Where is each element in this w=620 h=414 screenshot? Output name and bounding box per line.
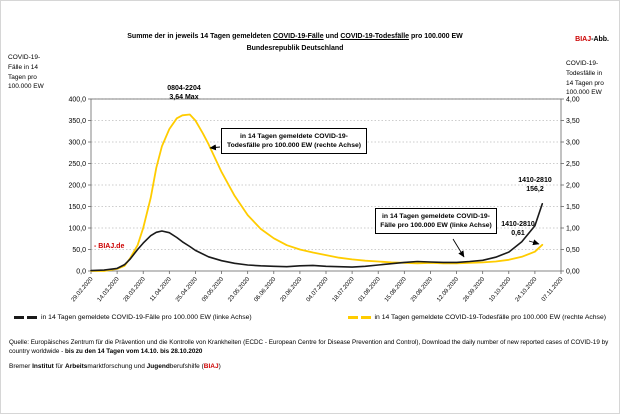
deaths-end-annotation: 1410-2810 0,61 — [501, 221, 535, 238]
x-tick-label: 24.10.2020 — [515, 276, 539, 303]
y-left-tick-label: 0,0 — [76, 268, 86, 275]
cases-series-callout: in 14 Tagen gemeldete COVID-19-Fälle pro… — [375, 208, 497, 235]
y-right-tick-label: 2,00 — [566, 182, 580, 189]
institute-biaj: BIAJ — [203, 363, 219, 370]
x-tick-label: 23.05.2020 — [227, 276, 251, 303]
x-tick-label: 25.04.2020 — [175, 276, 199, 303]
legend-label-deaths: in 14 Tagen gemeldete COVID-19-Todesfäll… — [374, 314, 606, 321]
chart-title-block: Summe der in jeweils 14 Tagen gemeldeten… — [71, 32, 519, 54]
legend-item-deaths: in 14 Tagen gemeldete COVID-19-Todesfäll… — [347, 314, 606, 321]
y-left-tick-label: 300,0 — [68, 139, 86, 146]
y-left-tick-label: 350,0 — [68, 118, 86, 125]
x-tick-label: 06.06.2020 — [253, 276, 277, 303]
x-tick-label: 14.03.2020 — [97, 276, 121, 303]
cases-line-swatch — [14, 316, 37, 319]
y-left-tick-label: 50,0 — [72, 247, 86, 254]
y-right-tick-label: 0,00 — [566, 268, 580, 275]
x-tick-label: 20.06.2020 — [280, 276, 304, 303]
y-right-tick-label: 3,50 — [566, 118, 580, 125]
x-tick-label: 26.09.2020 — [462, 276, 486, 303]
deaths-peak-annotation: 0804-2204 3,64 Max — [167, 85, 201, 102]
annotation-arrow — [452, 238, 465, 258]
cases-end-annotation: 1410-2810 156,2 — [518, 177, 552, 194]
source-text: Quelle: Europäisches Zentrum für die Prä… — [9, 339, 609, 356]
x-tick-label: 07.11.2020 — [541, 276, 565, 303]
x-tick-label: 29.02.2020 — [71, 276, 95, 303]
y-left-tick-label: 250,0 — [68, 161, 86, 168]
y-left-tick-label: 150,0 — [68, 204, 86, 211]
y-axis-left-label: COVID-19- Fälle in 14 Tagen pro 100.000 … — [8, 54, 44, 91]
series-line-deaths — [90, 113, 544, 272]
y-right-tick-label: 0,50 — [566, 247, 580, 254]
legend: in 14 Tagen gemeldete COVID-19-Fälle pro… — [14, 314, 606, 321]
source-period-bold: bis zu den 14 Tagen vom 14.10. bis 28.10… — [65, 348, 203, 356]
y-right-tick-label: 2,50 — [566, 161, 580, 168]
chart-title: Summe der in jeweils 14 Tagen gemeldeten… — [127, 33, 463, 40]
biaj-abb-label: BIAJ-Abb. — [575, 36, 609, 43]
y-right-tick-label: 1,00 — [566, 225, 580, 232]
x-tick-label: 28.03.2020 — [123, 276, 147, 303]
y-left-tick-label: 400,0 — [68, 96, 86, 103]
y-left-tick-label: 100,0 — [68, 225, 86, 232]
deaths-line-swatch — [347, 316, 371, 319]
x-tick-label: 01.08.2020 — [358, 276, 382, 303]
legend-item-cases: in 14 Tagen gemeldete COVID-19-Fälle pro… — [14, 314, 252, 321]
x-tick-label: 15.08.2020 — [384, 276, 408, 303]
y-right-tick-label: 4,00 — [566, 96, 580, 103]
biaj-watermark: - BIAJ.de — [94, 243, 125, 250]
x-tick-label: 10.10.2020 — [488, 276, 512, 303]
x-tick-label: 18.07.2020 — [332, 276, 356, 303]
annotation-arrow — [209, 144, 221, 151]
x-tick-label: 11.04.2020 — [149, 276, 173, 303]
y-left-tick-label: 200,0 — [68, 182, 86, 189]
y-right-tick-label: 1,50 — [566, 204, 580, 211]
biaj-brand: BIAJ — [575, 36, 592, 43]
series-line-cases — [90, 203, 544, 272]
y-right-tick-label: 3,00 — [566, 139, 580, 146]
y-axis-right-label: COVID-19- Todesfälle in 14 Tagen pro 100… — [566, 60, 604, 97]
annotation-arrow — [528, 239, 540, 246]
institute-line: Bremer Institut für Arbeitsmarktforschun… — [9, 363, 221, 370]
legend-label-cases: in 14 Tagen gemeldete COVID-19-Fälle pro… — [41, 314, 252, 321]
x-tick-label: 09.05.2020 — [201, 276, 225, 303]
x-tick-label: 04.07.2020 — [306, 276, 330, 303]
chart-subtitle: Bundesrepublik Deutschland — [246, 45, 344, 53]
x-tick-label: 29.08.2020 — [410, 276, 434, 303]
x-tick-label: 12.09.2020 — [436, 276, 460, 303]
deaths-series-callout: in 14 Tagen gemeldete COVID-19-Todesfäll… — [221, 128, 367, 155]
